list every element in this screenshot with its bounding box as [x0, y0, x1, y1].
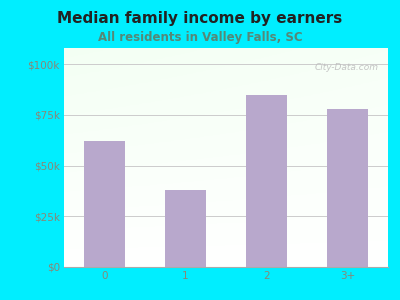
Bar — [246, 94, 287, 267]
Text: All residents in Valley Falls, SC: All residents in Valley Falls, SC — [98, 32, 302, 44]
Bar — [327, 109, 368, 267]
Text: Median family income by earners: Median family income by earners — [57, 11, 343, 26]
Bar — [165, 190, 206, 267]
Bar — [84, 141, 125, 267]
Text: City-Data.com: City-Data.com — [314, 63, 378, 72]
